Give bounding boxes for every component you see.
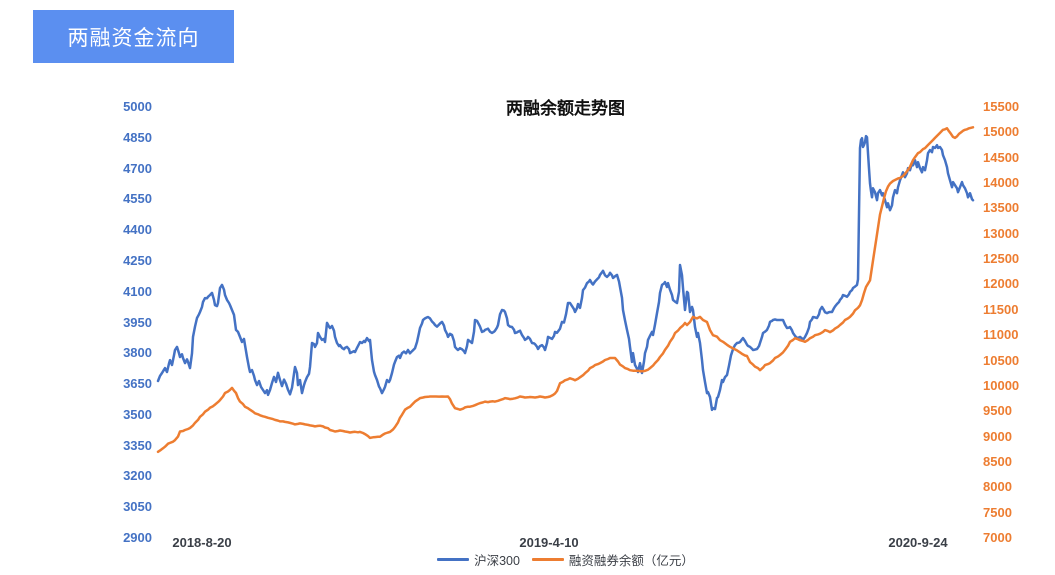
right-axis-tick-label: 8500: [983, 453, 1012, 469]
left-axis-tick-label: 3050: [123, 499, 152, 515]
left-axis-tick-label: 3200: [123, 468, 152, 484]
right-axis-tick-label: 7000: [983, 530, 1012, 545]
left-axis-tick-label: 4850: [123, 129, 152, 145]
left-axis-tick-label: 3800: [123, 345, 152, 361]
right-axis-tick-label: 11500: [983, 301, 1019, 317]
legend-item-csi300: 沪深300: [437, 550, 520, 569]
right-axis-tick-label: 15000: [983, 124, 1020, 140]
left-axis-tick-label: 4250: [123, 252, 152, 268]
right-axis-tick-label: 10000: [983, 377, 1020, 393]
left-axis-tick-label: 4700: [123, 160, 152, 176]
series-line-csi300: [156, 134, 975, 412]
x-axis-tick-label: 2020-9-24: [888, 535, 948, 550]
legend-label-margin-balance: 融资融券余额（亿元）: [568, 554, 694, 568]
left-axis-tick-label: 4550: [123, 191, 152, 207]
right-axis-tick-label: 14000: [983, 175, 1020, 191]
right-axis-tick-label: 10500: [983, 352, 1020, 368]
legend-line-swatch-csi300: [437, 558, 470, 561]
section-badge: 两融资金流向: [33, 10, 234, 63]
legend-line-swatch-margin-balance: [531, 558, 564, 561]
legend-item-margin-balance: 融资融券余额（亿元）: [531, 550, 694, 569]
left-axis-tick-label: 3950: [123, 314, 152, 330]
right-axis-tick-label: 7500: [983, 504, 1012, 520]
left-axis-tick-label: 4400: [123, 222, 152, 238]
left-axis-tick-label: 4100: [123, 283, 152, 299]
right-axis-tick-label: 13500: [983, 200, 1020, 216]
chart-title: 两融余额走势图: [506, 99, 625, 118]
right-axis-tick-label: 9500: [983, 403, 1012, 419]
series-line-margin-balance: [156, 126, 975, 454]
right-axis-tick-label: 12000: [983, 276, 1020, 292]
right-axis-tick-label: 11000: [983, 327, 1019, 343]
right-axis-tick-label: 8000: [983, 479, 1012, 495]
right-axis-tick-label: 14500: [983, 149, 1020, 165]
right-axis-tick-label: 9000: [983, 428, 1012, 444]
x-axis-tick-label: 2019-4-10: [519, 535, 579, 550]
left-axis-tick-label: 3350: [123, 437, 152, 453]
chart-legend: 沪深300 融资融券余额（亿元）: [158, 550, 973, 569]
left-axis-tick-label: 2900: [123, 530, 152, 545]
left-axis-tick-label: 3500: [123, 406, 152, 422]
legend-label-csi300: 沪深300: [474, 554, 520, 568]
x-axis-tick-label: 2018-8-20: [172, 535, 232, 550]
left-axis-tick-label: 3650: [123, 376, 152, 392]
right-axis-tick-label: 12500: [983, 251, 1020, 267]
left-axis-tick-label: 5000: [123, 99, 152, 114]
right-axis-tick-label: 13000: [983, 225, 1020, 241]
right-axis-tick-label: 15500: [983, 99, 1020, 114]
section-badge-label: 两融资金流向: [67, 26, 200, 50]
